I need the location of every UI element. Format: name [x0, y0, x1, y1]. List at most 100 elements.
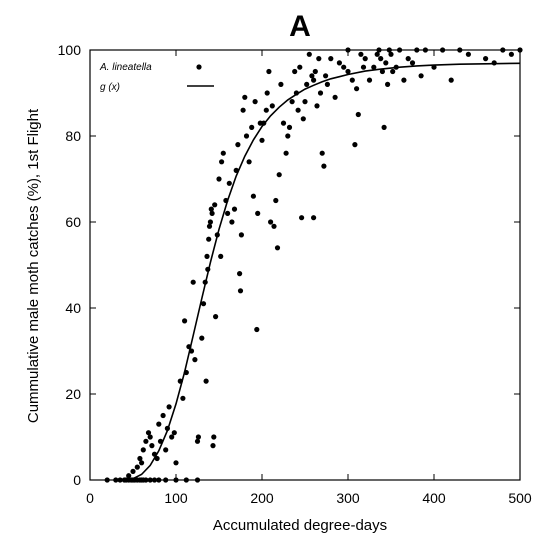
data-point — [137, 455, 143, 462]
data-point — [271, 223, 277, 229]
data-point — [508, 51, 514, 57]
data-point — [324, 81, 330, 87]
data-point — [208, 206, 214, 212]
data-point — [243, 133, 250, 139]
data-point — [149, 443, 155, 449]
data-point — [190, 279, 196, 285]
data-point — [269, 103, 275, 109]
y-tick-label: 40 — [65, 300, 81, 316]
data-point — [352, 142, 358, 148]
data-point — [386, 47, 392, 53]
data-point — [319, 150, 325, 156]
data-point — [483, 56, 489, 62]
data-point — [237, 271, 243, 277]
data-point — [166, 404, 172, 410]
data-point — [383, 60, 389, 66]
data-point — [113, 477, 119, 483]
y-tick-label: 100 — [58, 42, 82, 58]
data-point — [229, 219, 235, 225]
data-point — [517, 47, 523, 53]
data-point — [349, 77, 355, 83]
data-point — [134, 464, 140, 470]
data-point — [280, 120, 287, 126]
data-point — [147, 434, 153, 440]
fit-curve — [132, 62, 521, 480]
x-tick-label: 200 — [250, 490, 274, 506]
data-point — [385, 81, 391, 87]
data-point — [252, 99, 258, 105]
data-point — [242, 94, 248, 100]
data-point — [264, 90, 270, 96]
data-point — [255, 210, 261, 216]
data-point — [418, 73, 424, 79]
data-point — [143, 438, 149, 444]
data-point — [354, 86, 360, 92]
data-point — [285, 133, 291, 139]
y-tick-label: 60 — [65, 214, 81, 230]
data-point — [156, 421, 162, 427]
data-point — [126, 473, 132, 479]
data-point — [151, 477, 158, 483]
data-point — [323, 73, 329, 79]
data-point — [235, 142, 241, 148]
data-point — [276, 172, 282, 178]
data-point — [362, 56, 368, 62]
data-point — [278, 81, 284, 87]
data-point — [358, 51, 364, 57]
data-point — [145, 430, 152, 436]
data-point — [500, 47, 506, 53]
data-point — [249, 124, 255, 130]
data-point — [341, 64, 347, 70]
data-point — [219, 159, 225, 165]
data-point — [321, 163, 327, 169]
data-point — [218, 253, 224, 259]
data-point — [397, 47, 403, 53]
data-point — [273, 197, 279, 204]
data-point — [336, 60, 342, 66]
data-point — [405, 56, 411, 62]
data-point — [212, 202, 218, 208]
data-point — [169, 434, 175, 440]
legend: A. lineatella g (x) — [99, 62, 214, 93]
data-point — [379, 68, 385, 75]
y-tick-label: 80 — [65, 128, 81, 144]
data-point — [378, 56, 384, 62]
data-point — [388, 51, 394, 57]
data-point — [289, 99, 295, 105]
data-point — [216, 176, 222, 182]
data-point — [237, 288, 244, 294]
data-point — [295, 107, 301, 113]
y-tick-label: 0 — [73, 472, 81, 488]
legend-marker-points — [196, 64, 202, 70]
data-point — [283, 150, 289, 156]
data-point — [422, 47, 428, 53]
data-point — [173, 460, 179, 466]
data-point — [355, 111, 361, 118]
x-tick-label: 300 — [336, 490, 360, 506]
data-point — [314, 103, 320, 109]
data-point — [206, 236, 212, 242]
data-point — [240, 107, 246, 113]
data-point — [143, 477, 149, 483]
data-point — [304, 81, 310, 87]
y-tick-label: 20 — [65, 386, 81, 402]
chart-title: A — [289, 10, 311, 43]
data-point — [140, 447, 146, 453]
data-point — [254, 326, 260, 333]
data-point — [171, 430, 177, 436]
data-point — [246, 159, 252, 165]
data-point — [268, 219, 274, 225]
data-point — [465, 51, 471, 57]
data-point — [448, 77, 454, 83]
data-point — [200, 301, 207, 307]
data-point — [263, 107, 269, 113]
data-point — [238, 232, 244, 238]
data-point — [160, 412, 166, 419]
data-point — [194, 438, 201, 444]
data-point — [299, 215, 305, 221]
data-point — [345, 68, 351, 75]
data-point — [226, 180, 232, 186]
data-point — [130, 468, 136, 474]
data-point — [183, 477, 189, 483]
data-point — [209, 210, 215, 216]
